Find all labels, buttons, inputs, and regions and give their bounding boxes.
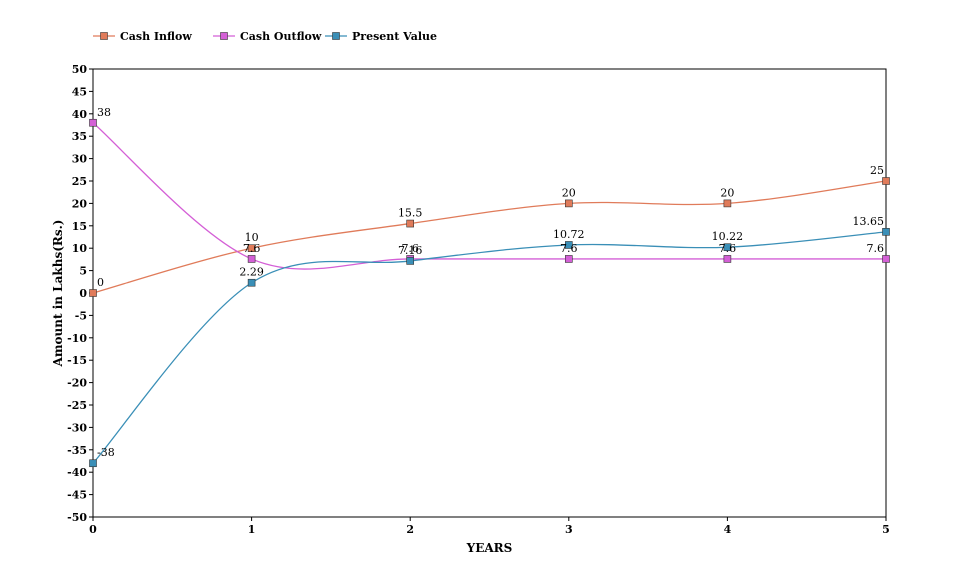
legend: Cash Inflow Cash Outflow Present Value — [93, 30, 437, 43]
present-value-data-label: 10.22 — [712, 230, 744, 243]
cash-outflow-data-label: 7.6 — [867, 242, 885, 255]
x-tick-label: 1 — [248, 523, 256, 536]
cash-outflow-data-label: 38 — [97, 106, 111, 119]
cash-outflow-point — [564, 255, 573, 263]
present-value-data-label: 7.16 — [398, 244, 423, 257]
y-axis: -50-45-40-35-30-25-20-15-10-505101520253… — [67, 63, 93, 524]
cash-inflow-point — [723, 199, 732, 208]
cash-inflow-legend-marker — [100, 32, 108, 40]
y-tick-label: 0 — [79, 287, 87, 300]
y-tick-label: 20 — [72, 197, 88, 210]
series-markers — [89, 118, 890, 468]
cash-inflow-data-label: 15.5 — [398, 207, 423, 220]
present-value-data-label: 13.65 — [853, 215, 885, 228]
y-tick-label: -20 — [67, 377, 87, 390]
y-tick-label: -50 — [67, 511, 87, 524]
cash-outflow-data-label: 7.6 — [560, 242, 578, 255]
present-value-legend-label: Present Value — [352, 30, 437, 43]
cash-inflow-line — [92, 180, 887, 294]
cash-inflow-point — [406, 219, 415, 228]
cash-outflow-point — [89, 118, 97, 127]
cash-outflow-point — [247, 255, 256, 263]
present-value-data-label: 2.29 — [239, 266, 264, 279]
cash-inflow-point — [89, 289, 97, 297]
cash-inflow-data-label: 10 — [245, 231, 259, 244]
present-value-point — [723, 243, 732, 252]
cash-outflow-data-label: 7.6 — [401, 242, 419, 255]
present-value-legend-marker — [332, 32, 340, 40]
present-value-point — [406, 257, 415, 265]
cash-outflow-legend-marker — [220, 32, 228, 40]
x-axis-title: YEARS — [466, 541, 513, 555]
y-tick-label: -5 — [75, 309, 87, 322]
x-tick-label: 4 — [724, 523, 732, 536]
cash-inflow-data-label: 25 — [870, 164, 884, 177]
cash-outflow-data-label: 7.6 — [719, 242, 737, 255]
y-tick-label: 50 — [72, 63, 88, 76]
y-tick-label: 5 — [79, 265, 87, 278]
x-tick-label: 0 — [89, 523, 97, 536]
series-lines — [92, 122, 887, 464]
cash-outflow-legend-label: Cash Outflow — [240, 30, 322, 43]
x-tick-label: 5 — [882, 523, 890, 536]
y-tick-label: -40 — [67, 466, 87, 479]
present-value-point — [89, 459, 97, 468]
present-value-data-label: 10.72 — [553, 228, 585, 241]
cash-inflow-data-label: 0 — [97, 276, 104, 289]
x-tick-label: 3 — [565, 523, 573, 536]
cash-inflow-point — [564, 199, 573, 208]
present-value-point — [882, 228, 890, 236]
y-tick-label: -10 — [67, 332, 87, 345]
present-value-point — [247, 278, 256, 287]
y-tick-label: -45 — [67, 489, 87, 502]
y-tick-label: -30 — [67, 421, 87, 434]
y-tick-label: -15 — [67, 354, 87, 367]
y-tick-label: 40 — [72, 108, 88, 121]
x-tick-label: 2 — [406, 523, 414, 536]
cash-inflow-point — [247, 244, 256, 252]
cash-inflow-data-label: 20 — [562, 186, 576, 199]
y-tick-label: -35 — [67, 444, 87, 457]
y-axis-title: Amount in Lakhs(Rs.) — [51, 220, 65, 368]
y-tick-label: 15 — [72, 220, 87, 233]
present-value-data-label: -38 — [97, 446, 115, 459]
present-value-line — [92, 231, 887, 464]
plot-area — [92, 68, 887, 518]
x-axis: 0 1 2 3 4 5 — [89, 517, 890, 536]
y-tick-label: 25 — [72, 175, 87, 188]
present-value-point — [564, 241, 573, 249]
y-tick-label: 45 — [72, 85, 87, 98]
cash-outflow-data-label: 7.6 — [243, 242, 261, 255]
y-tick-label: -25 — [67, 399, 87, 412]
cash-inflow-legend-label: Cash Inflow — [120, 30, 192, 43]
y-tick-label: 35 — [72, 130, 87, 143]
cash-outflow-point — [723, 255, 732, 263]
y-tick-label: 10 — [72, 242, 88, 255]
data-labels: 0 10 15.5 20 20 25 38 7.6 7.6 7.6 7.6 7.6 -38 2.29 7.1… — [97, 106, 884, 459]
cash-inflow-point — [882, 177, 890, 185]
y-tick-label: 30 — [72, 153, 88, 166]
cash-outflow-line — [92, 122, 886, 270]
cash-inflow-data-label: 20 — [720, 186, 734, 199]
cash-outflow-point — [882, 255, 890, 263]
